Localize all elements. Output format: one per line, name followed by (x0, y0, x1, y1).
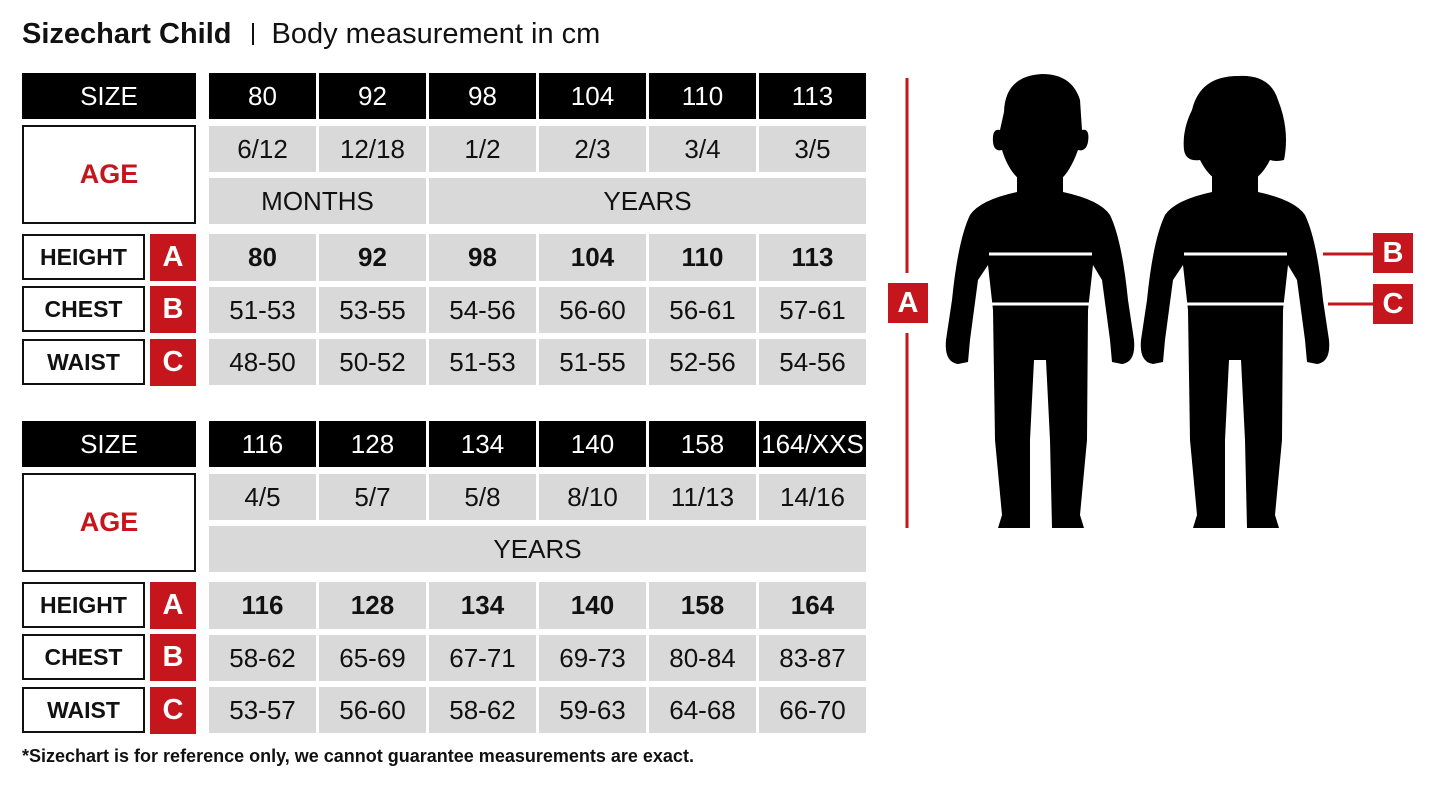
chest-cell: 56-61 (649, 287, 756, 333)
size-header-cell: 164/XXS (759, 421, 866, 467)
size-label: SIZE (22, 421, 196, 467)
size-header-cell: 116 (209, 421, 316, 467)
age-cell: 6/12 (209, 126, 316, 172)
chest-label: CHEST (22, 286, 145, 332)
chest-cell: 65-69 (319, 635, 426, 681)
height-cell: 158 (649, 582, 756, 629)
age-cell: 11/13 (649, 474, 756, 520)
chest-label: CHEST (22, 634, 145, 680)
waist-letter-badge: C (150, 687, 196, 734)
age-cell: 1/2 (429, 126, 536, 172)
waist-cell: 50-52 (319, 339, 426, 385)
age-unit-cell: YEARS (429, 178, 866, 224)
height-label: HEIGHT (22, 234, 145, 280)
age-label: AGE (22, 125, 196, 224)
height-cell: 98 (429, 234, 536, 281)
age-cell: 14/16 (759, 474, 866, 520)
size-header-cell: 110 (649, 73, 756, 119)
size-header-cell: 113 (759, 73, 866, 119)
size-header-cell: 140 (539, 421, 646, 467)
age-label: AGE (22, 473, 196, 572)
age-cell: 12/18 (319, 126, 426, 172)
waist-cell: 48-50 (209, 339, 316, 385)
chest-cell: 56-60 (539, 287, 646, 333)
waist-cell: 53-57 (209, 687, 316, 733)
chest-cell: 83-87 (759, 635, 866, 681)
title-subtitle: Body measurement in cm (271, 18, 601, 50)
waist-label: WAIST (22, 687, 145, 733)
height-cell: 92 (319, 234, 426, 281)
footnote: *Sizechart is for reference only, we can… (22, 746, 694, 766)
height-label: HEIGHT (22, 582, 145, 628)
size-header-cell: 158 (649, 421, 756, 467)
height-marker-a: A (888, 283, 928, 323)
size-header-cell: 98 (429, 73, 536, 119)
size-header-cell: 104 (539, 73, 646, 119)
age-cell: 4/5 (209, 474, 316, 520)
height-cell: 116 (209, 582, 316, 629)
chest-letter-badge: B (150, 634, 196, 681)
size-header-cell: 128 (319, 421, 426, 467)
height-letter-badge: A (150, 582, 196, 629)
title-main: Sizechart Child (22, 18, 232, 50)
waist-cell: 54-56 (759, 339, 866, 385)
height-cell: 164 (759, 582, 866, 629)
waist-cell: 58-62 (429, 687, 536, 733)
waist-label: WAIST (22, 339, 145, 385)
waist-cell: 56-60 (319, 687, 426, 733)
chest-cell: 51-53 (209, 287, 316, 333)
chest-letter-badge: B (150, 286, 196, 333)
height-cell: 110 (649, 234, 756, 281)
age-cell: 3/5 (759, 126, 866, 172)
girl-silhouette (1140, 75, 1330, 528)
chest-cell: 57-61 (759, 287, 866, 333)
height-cell: 80 (209, 234, 316, 281)
age-cell: 3/4 (649, 126, 756, 172)
title-divider (251, 23, 254, 45)
measure-lines (905, 78, 1373, 528)
waist-cell: 66-70 (759, 687, 866, 733)
size-header-cell: 134 (429, 421, 536, 467)
chest-cell: 69-73 (539, 635, 646, 681)
waist-cell: 59-63 (539, 687, 646, 733)
height-cell: 113 (759, 234, 866, 281)
age-cell: 5/7 (319, 474, 426, 520)
chest-cell: 67-71 (429, 635, 536, 681)
age-cell: 5/8 (429, 474, 536, 520)
waist-letter-badge: C (150, 339, 196, 386)
size-label: SIZE (22, 73, 196, 119)
chest-cell: 53-55 (319, 287, 426, 333)
height-cell: 128 (319, 582, 426, 629)
waist-cell: 52-56 (649, 339, 756, 385)
chest-cell: 54-56 (429, 287, 536, 333)
size-header-cell: 80 (209, 73, 316, 119)
page-title: Sizechart Child Body measurement in cm (22, 18, 600, 51)
size-header-cell: 92 (319, 73, 426, 119)
boy-silhouette (945, 74, 1135, 528)
age-unit-cell: MONTHS (209, 178, 426, 224)
chest-marker-b: B (1373, 233, 1413, 273)
measurement-bands (989, 252, 1287, 306)
height-cell: 140 (539, 582, 646, 629)
height-cell: 134 (429, 582, 536, 629)
chest-cell: 58-62 (209, 635, 316, 681)
height-letter-badge: A (150, 234, 196, 281)
age-cell: 8/10 (539, 474, 646, 520)
age-cell: 2/3 (539, 126, 646, 172)
waist-cell: 51-55 (539, 339, 646, 385)
waist-cell: 64-68 (649, 687, 756, 733)
height-cell: 104 (539, 234, 646, 281)
waist-cell: 51-53 (429, 339, 536, 385)
chest-cell: 80-84 (649, 635, 756, 681)
waist-marker-c: C (1373, 284, 1413, 324)
age-unit-cell: YEARS (209, 526, 866, 572)
